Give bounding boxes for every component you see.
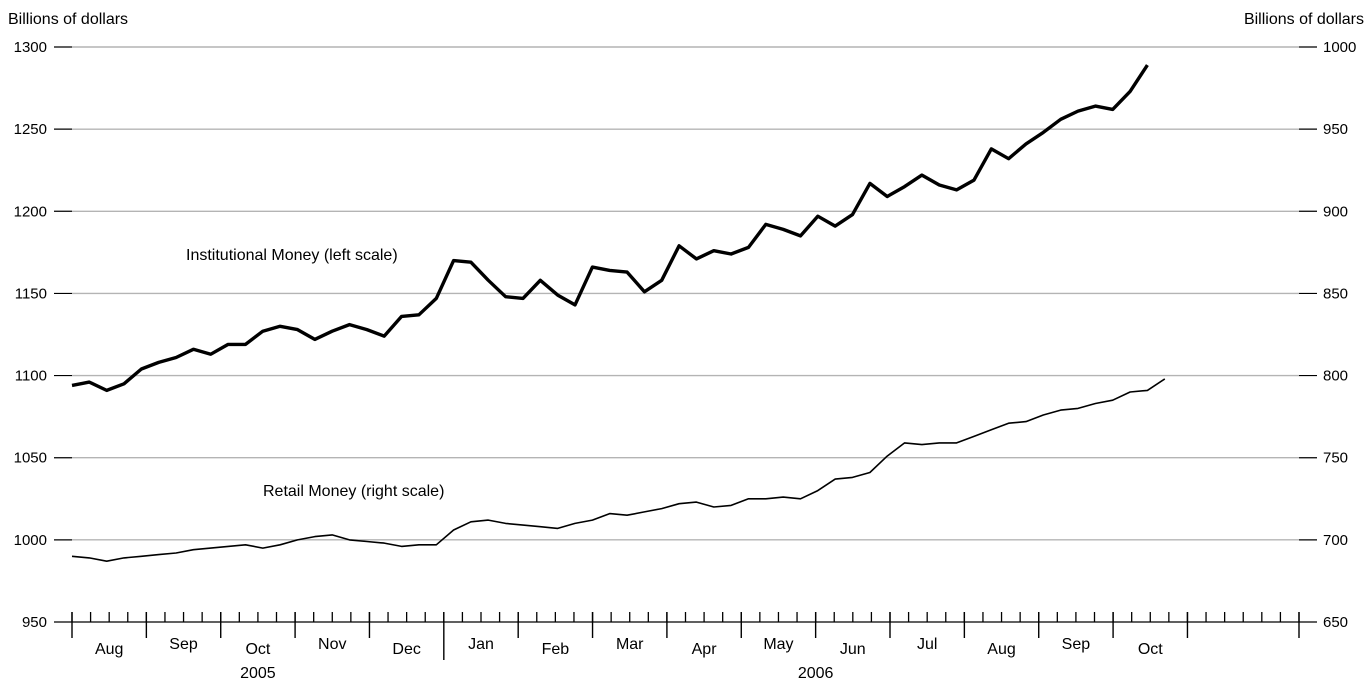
gridlines (72, 46, 1299, 541)
left-tick-label: 950 (22, 614, 47, 631)
right-tick-label: 700 (1323, 532, 1348, 549)
right-tick-label: 650 (1323, 614, 1348, 631)
year-label: 2005 (240, 665, 276, 682)
axes: 950 650 1000 700 1050 750 1100 800 1150 850 1200 90… (14, 39, 1357, 682)
month-label: Sep (169, 636, 198, 653)
left-tick-label: 1050 (14, 450, 47, 467)
left-axis-title: Billions of dollars (8, 11, 128, 28)
month-label: Feb (542, 641, 570, 658)
series-lines (71, 64, 1166, 563)
month-label: Mar (616, 636, 644, 653)
right-tick-label: 950 (1323, 121, 1348, 138)
month-label: Sep (1062, 636, 1091, 653)
series-label-institutional: Institutional Money (left scale) (186, 247, 398, 264)
series-label-retail: Retail Money (right scale) (263, 483, 444, 500)
left-tick-label: 1000 (14, 532, 47, 549)
month-label: Aug (95, 641, 123, 658)
right-tick-label: 750 (1323, 450, 1348, 467)
year-label: 2006 (798, 665, 834, 682)
left-tick-label: 1300 (14, 39, 47, 56)
month-label: Jun (840, 641, 866, 658)
month-label: Jan (468, 636, 494, 653)
month-label: Dec (392, 641, 420, 658)
month-label: Oct (245, 641, 270, 658)
month-label: Apr (692, 641, 718, 658)
month-label: May (763, 636, 793, 653)
left-tick-label: 1200 (14, 203, 47, 220)
series-line-institutional (71, 64, 1149, 393)
left-tick-label: 1250 (14, 121, 47, 138)
left-tick-label: 1100 (15, 368, 47, 385)
right-tick-label: 900 (1323, 203, 1348, 220)
month-label: Aug (987, 641, 1015, 658)
month-label: Oct (1138, 641, 1163, 658)
right-tick-label: 800 (1323, 368, 1348, 385)
series-line-retail (71, 378, 1166, 563)
month-label: Nov (318, 636, 346, 653)
right-tick-label: 1000 (1323, 39, 1356, 56)
month-label: Jul (917, 636, 937, 653)
right-axis-title: Billions of dollars (1244, 11, 1364, 28)
right-tick-label: 850 (1323, 285, 1348, 302)
left-tick-label: 1150 (15, 285, 47, 302)
